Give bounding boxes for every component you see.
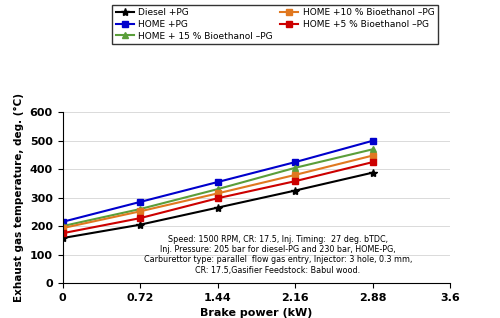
HOME +5 % Bioethanol –PG bbox=[292, 179, 298, 183]
HOME + 15 % Bioethanol –PG bbox=[214, 187, 220, 191]
HOME +PG bbox=[60, 220, 66, 224]
Line: HOME +5 % Bioethanol –PG: HOME +5 % Bioethanol –PG bbox=[59, 159, 376, 237]
HOME +10 % Bioethanol –PG bbox=[370, 154, 376, 157]
HOME +10 % Bioethanol –PG bbox=[214, 191, 220, 195]
Diesel +PG bbox=[292, 189, 298, 192]
Diesel +PG bbox=[60, 236, 66, 240]
Legend: Diesel +PG, HOME +PG, HOME + 15 % Bioethanol –PG, HOME +10 % Bioethanol –PG, HOM: Diesel +PG, HOME +PG, HOME + 15 % Bioeth… bbox=[112, 4, 438, 44]
HOME +5 % Bioethanol –PG bbox=[60, 231, 66, 235]
Line: HOME +PG: HOME +PG bbox=[59, 137, 376, 225]
HOME +10 % Bioethanol –PG bbox=[137, 210, 143, 213]
HOME + 15 % Bioethanol –PG bbox=[137, 207, 143, 211]
HOME +10 % Bioethanol –PG bbox=[292, 173, 298, 177]
HOME +5 % Bioethanol –PG bbox=[370, 160, 376, 164]
Line: Diesel +PG: Diesel +PG bbox=[58, 169, 376, 242]
X-axis label: Brake power (kW): Brake power (kW) bbox=[200, 308, 312, 318]
HOME + 15 % Bioethanol –PG bbox=[292, 166, 298, 170]
HOME + 15 % Bioethanol –PG bbox=[60, 224, 66, 228]
HOME + 15 % Bioethanol –PG bbox=[370, 148, 376, 151]
Line: HOME + 15 % Bioethanol –PG: HOME + 15 % Bioethanol –PG bbox=[59, 146, 376, 230]
HOME +5 % Bioethanol –PG bbox=[137, 216, 143, 220]
Diesel +PG bbox=[214, 206, 220, 210]
Line: HOME +10 % Bioethanol –PG: HOME +10 % Bioethanol –PG bbox=[59, 152, 376, 232]
HOME +5 % Bioethanol –PG bbox=[214, 196, 220, 200]
HOME +PG bbox=[292, 160, 298, 164]
HOME +PG bbox=[137, 200, 143, 204]
HOME +PG bbox=[370, 139, 376, 143]
HOME +10 % Bioethanol –PG bbox=[60, 226, 66, 230]
Text: Speed: 1500 RPM, CR: 17.5, Inj. Timing:  27 deg. bTDC,
Inj. Pressure: 205 bar fo: Speed: 1500 RPM, CR: 17.5, Inj. Timing: … bbox=[144, 235, 412, 275]
Diesel +PG bbox=[137, 223, 143, 227]
Y-axis label: Exhaust gas temperature, deg. (°C): Exhaust gas temperature, deg. (°C) bbox=[14, 93, 24, 302]
Diesel +PG bbox=[370, 171, 376, 175]
HOME +PG bbox=[214, 180, 220, 184]
